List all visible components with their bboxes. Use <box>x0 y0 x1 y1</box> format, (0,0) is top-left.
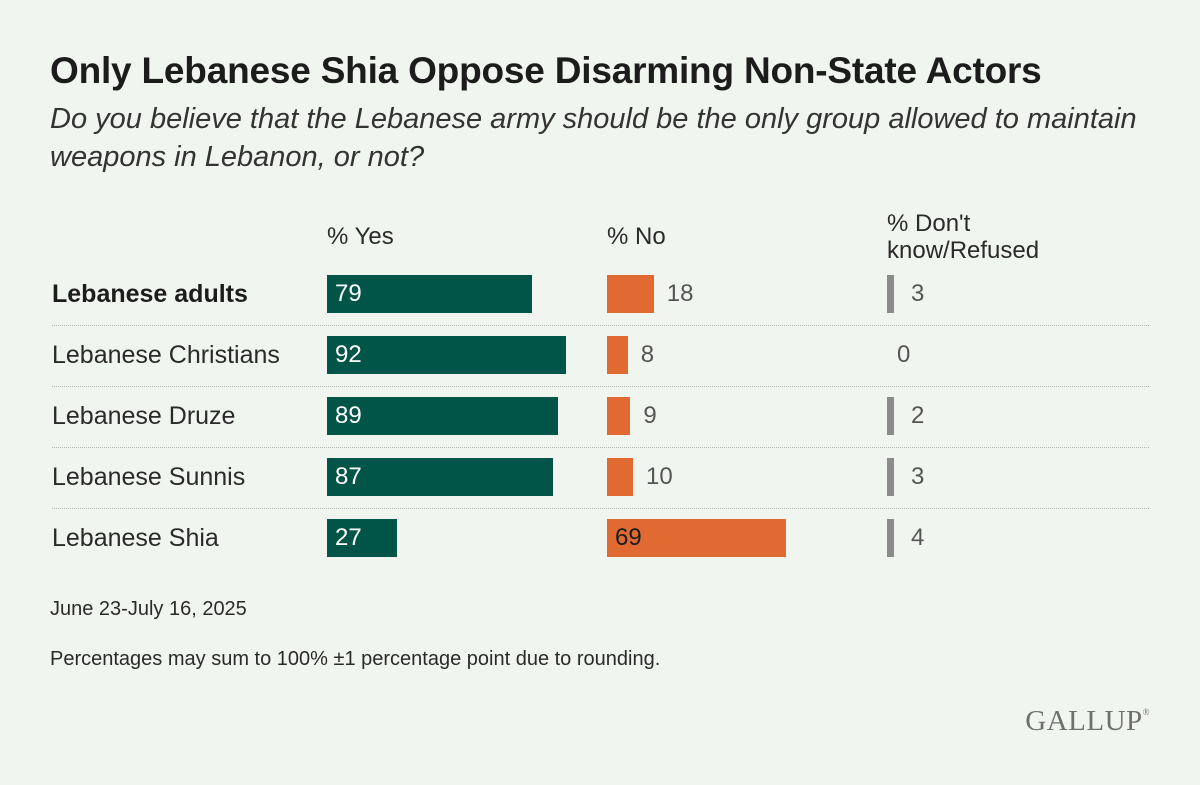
data-label: 0 <box>897 341 911 368</box>
row-label: Lebanese Shia <box>52 524 219 552</box>
data-label: 3 <box>911 463 925 490</box>
row-label: Lebanese Druze <box>52 402 236 430</box>
bar-dk <box>887 275 894 313</box>
bar-dk <box>887 458 894 496</box>
data-label: 69 <box>615 524 642 551</box>
data-label: 89 <box>335 402 362 429</box>
gallup-logo: GALLUP® <box>1025 705 1150 737</box>
data-label: 27 <box>335 524 362 551</box>
row-label: Lebanese adults <box>52 280 248 308</box>
row-label: Lebanese Christians <box>52 341 280 369</box>
column-header-2: % Don't know/Refused <box>887 210 1040 264</box>
chart-subtitle: Do you believe that the Lebanese army sh… <box>50 103 1137 173</box>
bar-yes <box>327 519 398 557</box>
bar-no <box>607 336 628 374</box>
bar-yes <box>327 275 533 313</box>
bar-yes <box>327 336 567 374</box>
column-header-1: % No <box>607 223 666 250</box>
data-label: 18 <box>666 280 694 307</box>
bar-no <box>607 275 654 313</box>
data-label: 2 <box>911 402 925 429</box>
column-header-0: % Yes <box>327 223 394 250</box>
data-label: 79 <box>335 280 362 307</box>
bar-no <box>607 519 787 557</box>
data-label: 10 <box>646 463 673 490</box>
data-label: 9 <box>643 402 657 429</box>
bar-dk <box>887 519 894 557</box>
row-separator <box>52 508 1149 509</box>
row-label: Lebanese Sunnis <box>52 463 246 491</box>
chart-title: Only Lebanese Shia Oppose Disarming Non-… <box>50 50 1042 91</box>
rounding-note: Percentages may sum to 100% ±1 percentag… <box>50 648 661 670</box>
row-separator <box>52 325 1149 326</box>
data-label: 8 <box>640 341 655 368</box>
bar-yes <box>327 397 559 435</box>
data-label: 87 <box>335 463 362 490</box>
row-separator <box>52 386 1149 387</box>
data-label: 4 <box>911 524 925 551</box>
row-separator <box>52 447 1149 448</box>
data-label: 92 <box>335 341 362 368</box>
bar-yes <box>327 458 554 496</box>
data-label: 3 <box>911 280 925 307</box>
bar-no <box>607 397 631 435</box>
bar-dk <box>887 397 894 435</box>
bar-no <box>607 458 633 496</box>
survey-dates: June 23-July 16, 2025 <box>50 598 247 620</box>
